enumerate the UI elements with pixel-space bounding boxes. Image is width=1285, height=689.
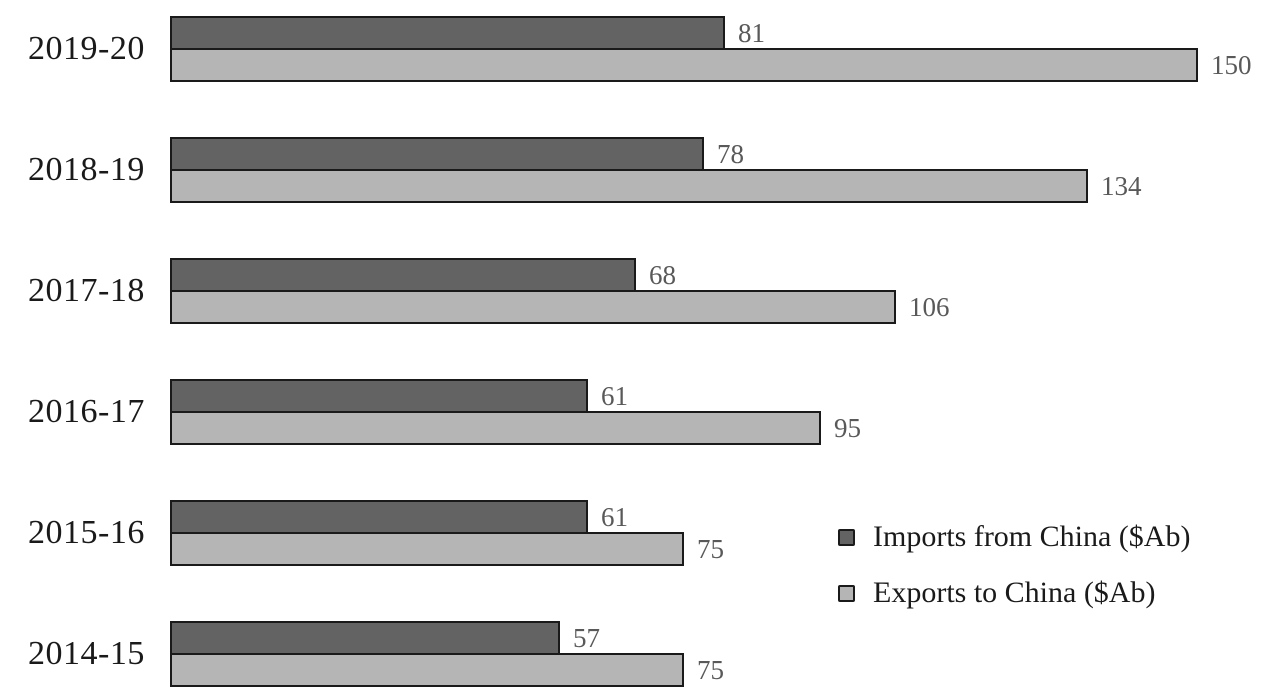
chart-legend: Imports from China ($Ab) Exports to China… xyxy=(838,520,1190,610)
chart-row: 2019-20 81 150 xyxy=(0,15,1285,83)
bar-line: 68 xyxy=(170,258,1285,292)
bar-line: 106 xyxy=(170,290,1285,324)
value-label: 134 xyxy=(1101,170,1142,201)
chart-row: 2018-19 78 134 xyxy=(0,136,1285,204)
value-label: 95 xyxy=(834,412,861,443)
legend-label: Imports from China ($Ab) xyxy=(873,520,1191,553)
bar-line: 75 xyxy=(170,653,1285,687)
value-label: 57 xyxy=(573,622,600,653)
chart-row: 2017-18 68 106 xyxy=(0,257,1285,325)
category-label: 2017-18 xyxy=(28,272,145,309)
imports-bar xyxy=(170,258,636,292)
category-label: 2016-17 xyxy=(28,393,145,430)
exports-bar xyxy=(170,290,896,324)
legend-item: Imports from China ($Ab) xyxy=(838,520,1190,554)
exports-legend-swatch xyxy=(838,584,855,602)
chart-row: 2015-16 61 75 xyxy=(0,499,1285,567)
bar-line: 75 xyxy=(170,532,1285,566)
legend-label: Exports to China ($Ab) xyxy=(873,576,1156,609)
value-label: 81 xyxy=(738,17,765,48)
bar-line: 150 xyxy=(170,48,1285,82)
value-label: 75 xyxy=(697,654,724,685)
imports-bar xyxy=(170,500,588,534)
bar-line: 78 xyxy=(170,137,1285,171)
bar-group: 61 95 xyxy=(170,379,1285,445)
category-label: 2019-20 xyxy=(28,30,145,67)
imports-bar xyxy=(170,137,704,171)
imports-bar xyxy=(170,621,560,655)
bar-line: 57 xyxy=(170,621,1285,655)
imports-bar xyxy=(170,379,588,413)
exports-bar xyxy=(170,48,1198,82)
exports-bar xyxy=(170,169,1088,203)
value-label: 150 xyxy=(1211,49,1252,80)
bar-line: 61 xyxy=(170,500,1285,534)
chart-rows: 2019-20 81 150 2018-19 78 134 2017-18 68 106 2016… xyxy=(0,15,1285,688)
value-label: 61 xyxy=(601,501,628,532)
legend-item: Exports to China ($Ab) xyxy=(838,576,1190,610)
imports-legend-swatch xyxy=(838,528,855,546)
bar-group: 81 150 xyxy=(170,16,1285,82)
category-label: 2018-19 xyxy=(28,151,145,188)
value-label: 78 xyxy=(717,138,744,169)
bar-line: 61 xyxy=(170,379,1285,413)
imports-bar xyxy=(170,16,725,50)
exports-bar xyxy=(170,532,684,566)
bar-group: 57 75 xyxy=(170,621,1285,687)
chart-row: 2016-17 61 95 xyxy=(0,378,1285,446)
value-label: 61 xyxy=(601,380,628,411)
category-label: 2015-16 xyxy=(28,514,145,551)
exports-bar xyxy=(170,411,821,445)
bar-group: 68 106 xyxy=(170,258,1285,324)
value-label: 75 xyxy=(697,533,724,564)
bar-line: 95 xyxy=(170,411,1285,445)
bar-group: 61 75 xyxy=(170,500,1285,566)
chart-row: 2014-15 57 75 xyxy=(0,620,1285,688)
value-label: 106 xyxy=(909,291,950,322)
value-label: 68 xyxy=(649,259,676,290)
bar-group: 78 134 xyxy=(170,137,1285,203)
bar-line: 134 xyxy=(170,169,1285,203)
exports-bar xyxy=(170,653,684,687)
bar-line: 81 xyxy=(170,16,1285,50)
category-label: 2014-15 xyxy=(28,635,145,672)
